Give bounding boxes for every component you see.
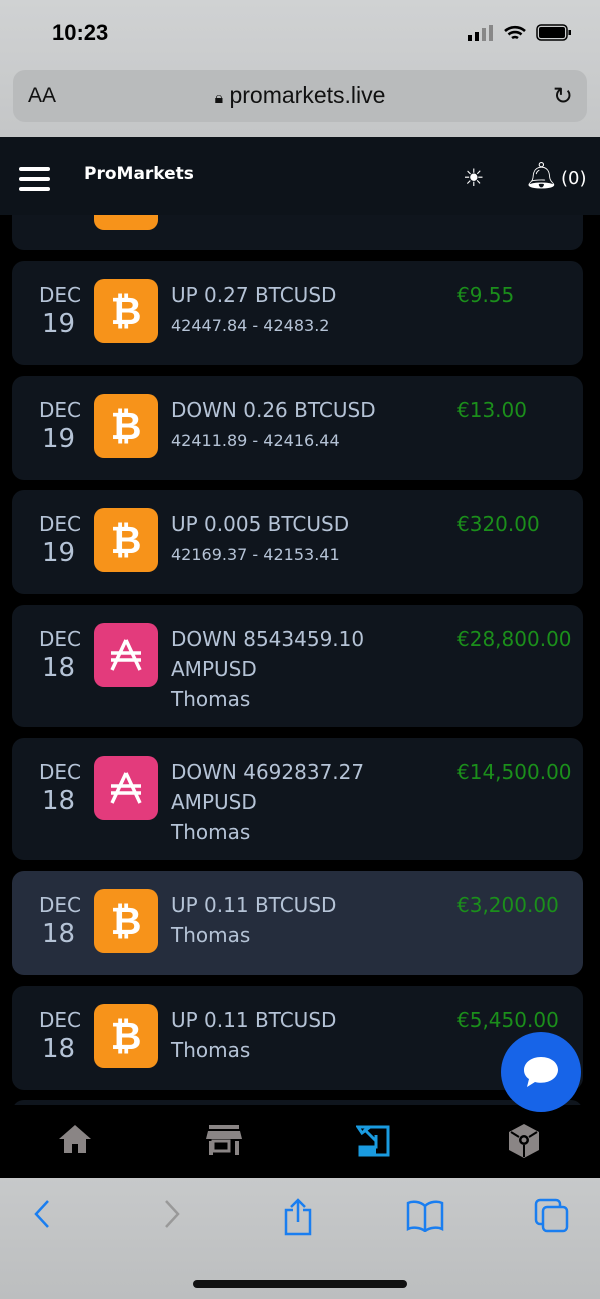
url-text: promarkets.live bbox=[229, 82, 386, 108]
trade-day: 18 bbox=[42, 1034, 76, 1064]
ios-status-bar: 10:23 AA 🔒︎ promarkets.live ↻ bbox=[0, 0, 600, 137]
trade-amount: €5,450.00 bbox=[457, 1008, 559, 1032]
trade-day: 18 bbox=[42, 786, 76, 816]
bitcoin-icon: ₿ bbox=[94, 279, 158, 343]
trade-detail: Thomas bbox=[171, 923, 251, 947]
share-icon[interactable] bbox=[283, 1198, 313, 1236]
trade-card[interactable]: DEC 18 ₿ UP 0.11 BTCUSD Thomas €3,200.00 bbox=[12, 871, 583, 975]
trade-title: UP 0.11 BTCUSD bbox=[171, 1008, 337, 1032]
text-size-button[interactable]: AA bbox=[28, 84, 57, 107]
trade-detail: 42411.89 - 42416.44 bbox=[171, 431, 340, 450]
trade-card[interactable]: DEC 18 DOWN 4692837.27 AMPUSD Thomas €14… bbox=[12, 738, 583, 860]
lock-icon: 🔒︎ bbox=[214, 90, 224, 107]
bookmarks-icon[interactable] bbox=[406, 1198, 444, 1232]
trade-card[interactable]: DEC 19 ₿ DOWN 0.26 BTCUSD 42411.89 - 424… bbox=[12, 376, 583, 480]
theme-toggle-sun-icon[interactable]: ☀ bbox=[463, 164, 485, 192]
bitcoin-icon: ₿ bbox=[94, 1004, 158, 1068]
trade-user: Thomas bbox=[171, 820, 251, 844]
battery-icon bbox=[536, 24, 571, 41]
trade-month: DEC bbox=[39, 627, 82, 651]
trade-amount: €3,200.00 bbox=[457, 893, 559, 917]
trade-card[interactable]: DEC 18 ₿ UP 0.11 BTCUSD Thomas €5,450.00 bbox=[12, 986, 583, 1090]
bitcoin-icon: ₿ bbox=[94, 889, 158, 953]
trade-day: 19 bbox=[42, 424, 76, 454]
trade-amount: €13.00 bbox=[457, 398, 527, 422]
tabs-icon[interactable] bbox=[534, 1198, 570, 1234]
store-icon[interactable] bbox=[206, 1123, 242, 1157]
trade-month: DEC bbox=[39, 760, 82, 784]
trade-day: 19 bbox=[42, 538, 76, 568]
box-icon[interactable] bbox=[506, 1123, 542, 1159]
safari-toolbar bbox=[0, 1178, 600, 1299]
trade-detail: 42169.37 - 42153.41 bbox=[171, 545, 340, 564]
notification-count[interactable]: (0) bbox=[561, 168, 587, 189]
trade-month: DEC bbox=[39, 1008, 82, 1032]
trade-title: DOWN 0.26 BTCUSD bbox=[171, 398, 376, 422]
signal-icon bbox=[468, 25, 493, 41]
trade-day: 18 bbox=[42, 653, 76, 683]
trade-title: UP 0.005 BTCUSD bbox=[171, 512, 350, 536]
home-icon[interactable] bbox=[57, 1123, 93, 1155]
trade-amount: €320.00 bbox=[457, 512, 540, 536]
back-icon[interactable] bbox=[32, 1198, 52, 1230]
trade-amount: €28,800.00 bbox=[457, 627, 572, 651]
trade-card[interactable]: DEC 19 ₿ UP 0.27 BTCUSD 42447.84 - 42483… bbox=[12, 261, 583, 365]
clock: 10:23 bbox=[52, 20, 109, 45]
trade-user: Thomas bbox=[171, 687, 251, 711]
chat-bubble-icon bbox=[524, 1057, 558, 1087]
bitcoin-icon: ₿ bbox=[94, 508, 158, 572]
chat-button[interactable] bbox=[501, 1032, 581, 1112]
trade-title: UP 0.11 BTCUSD bbox=[171, 893, 337, 917]
trade-detail: Thomas bbox=[171, 1038, 251, 1062]
trade-day: 18 bbox=[42, 919, 76, 949]
trade-card[interactable]: DEC 18 DOWN 8543459.10 AMPUSD Thomas €28… bbox=[12, 605, 583, 727]
trade-amount: €14,500.00 bbox=[457, 760, 572, 784]
trade-title: UP 0.27 BTCUSD bbox=[171, 283, 337, 307]
trade-month: DEC bbox=[39, 398, 82, 422]
trade-detail: 42447.84 - 42483.2 bbox=[171, 316, 330, 335]
amp-icon bbox=[94, 623, 158, 687]
trades-icon[interactable] bbox=[356, 1123, 392, 1157]
trade-day: 19 bbox=[42, 309, 76, 339]
trade-month: DEC bbox=[39, 893, 82, 917]
bell-icon[interactable]: 🔔︎ bbox=[525, 161, 559, 191]
trade-card[interactable]: DEC 19 ₿ UP 0.005 BTCUSD 42169.37 - 4215… bbox=[12, 490, 583, 594]
trade-detail: AMPUSD bbox=[171, 790, 257, 814]
amp-icon bbox=[94, 756, 158, 820]
app-header: ProMarkets ☀ 🔔︎ (0) bbox=[0, 137, 600, 215]
trade-detail: AMPUSD bbox=[171, 657, 257, 681]
address-bar[interactable]: AA 🔒︎ promarkets.live ↻ bbox=[13, 70, 587, 122]
trade-month: DEC bbox=[39, 283, 82, 307]
trade-amount: €9.55 bbox=[457, 283, 515, 307]
hamburger-menu-icon[interactable] bbox=[19, 167, 50, 197]
app-title: ProMarkets bbox=[84, 164, 194, 184]
bottom-nav bbox=[0, 1105, 600, 1178]
trade-month: DEC bbox=[39, 512, 82, 536]
forward-icon[interactable] bbox=[162, 1198, 182, 1230]
wifi-icon bbox=[504, 25, 526, 40]
trade-title: DOWN 8543459.10 bbox=[171, 627, 365, 651]
home-indicator bbox=[193, 1280, 407, 1288]
bitcoin-icon: ₿ bbox=[94, 394, 158, 458]
trade-title: DOWN 4692837.27 bbox=[171, 760, 365, 784]
reload-icon[interactable]: ↻ bbox=[552, 82, 573, 110]
